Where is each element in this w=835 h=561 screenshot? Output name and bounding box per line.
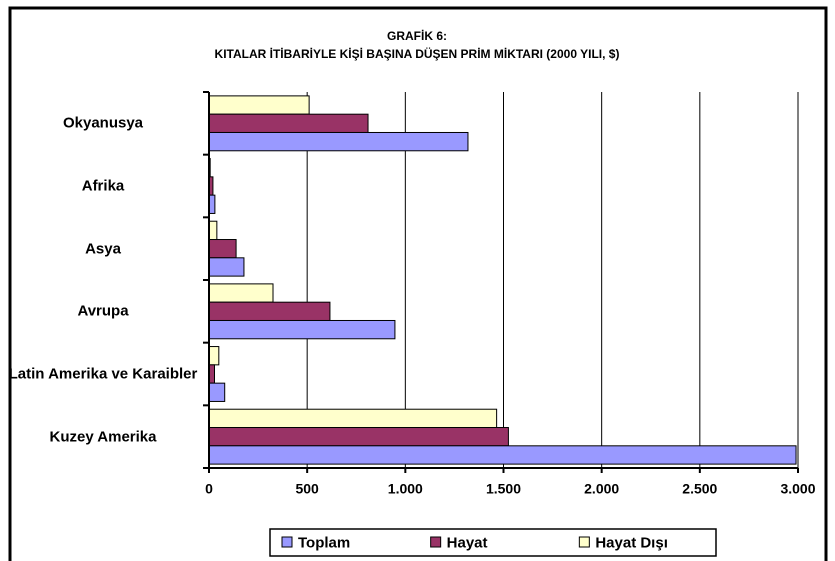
- bar: [208, 319, 396, 340]
- bar: [208, 220, 218, 241]
- bar: [208, 283, 274, 303]
- x-tick-label: 1.000: [388, 481, 423, 497]
- bar: [208, 95, 310, 115]
- bar: [208, 346, 220, 366]
- x-tick-label: 2.000: [584, 481, 619, 497]
- legend-label: Hayat: [447, 534, 488, 551]
- bar: [208, 427, 509, 447]
- x-tick-label: 0: [205, 481, 213, 497]
- legend-swatch: [430, 536, 442, 548]
- bar: [208, 445, 797, 465]
- bar: [208, 131, 469, 152]
- bar: [208, 301, 331, 321]
- y-tick-label: Afrika: [81, 177, 125, 195]
- bar: [208, 239, 237, 259]
- chart-subtitle: KITALAR İTİBARİYLE KİŞİ BAŞINA DÜŞEN PRİ…: [215, 46, 620, 61]
- x-tick-label: 2.500: [682, 481, 717, 497]
- chart-title: GRAFİK 6:: [387, 28, 447, 43]
- bar: [208, 408, 498, 429]
- bar: [208, 257, 245, 277]
- x-tick-label: 500: [295, 481, 319, 497]
- y-tick-label: Latin Amerika ve Karaibler: [8, 365, 198, 383]
- x-tick-label: 1.500: [486, 481, 521, 497]
- legend-box: [269, 528, 717, 557]
- y-tick-label: Asya: [85, 240, 121, 258]
- x-tick-label: 3.000: [780, 481, 815, 497]
- frame: [8, 6, 828, 561]
- legend-swatch: [578, 536, 590, 548]
- y-tick-label: Kuzey Amerika: [49, 428, 157, 446]
- bar: [208, 382, 226, 402]
- legend-label: Toplam: [298, 534, 350, 551]
- bar: [208, 113, 369, 133]
- legend-swatch: [281, 536, 293, 548]
- legend-label: Hayat Dışı: [595, 534, 668, 551]
- y-tick-label: Avrupa: [77, 302, 129, 320]
- y-tick-label: Okyanusya: [62, 114, 144, 132]
